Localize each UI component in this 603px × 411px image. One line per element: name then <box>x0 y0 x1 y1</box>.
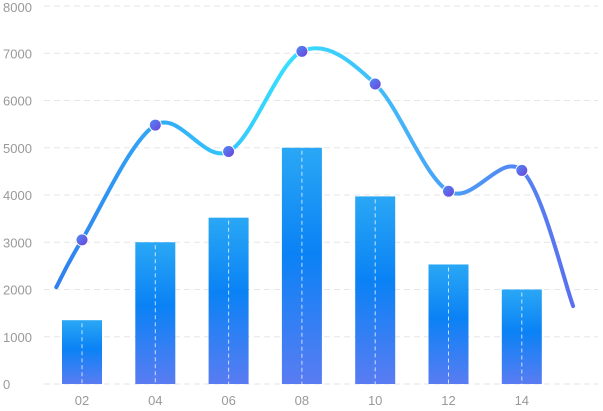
y-tick-label: 5000 <box>3 141 32 156</box>
x-tick-label: 06 <box>221 393 235 406</box>
line-point <box>148 118 162 132</box>
line-point <box>368 77 382 91</box>
y-tick-label: 7000 <box>3 46 32 61</box>
x-tick-label: 08 <box>295 393 309 406</box>
bar-series <box>62 147 542 384</box>
x-tick-label: 12 <box>441 393 455 406</box>
y-tick-label: 1000 <box>3 330 32 345</box>
line-point <box>515 163 529 177</box>
line-point <box>442 184 455 198</box>
y-tick-label: 8000 <box>3 0 32 15</box>
y-tick-label: 6000 <box>3 94 32 109</box>
y-axis: 0 1000 2000 3000 4000 5000 6000 7000 8000 <box>3 0 32 392</box>
x-tick-label: 02 <box>75 393 89 406</box>
line-series <box>54 44 576 309</box>
y-tick-label: 2000 <box>3 283 32 298</box>
line-point <box>295 44 309 58</box>
y-tick-label: 4000 <box>3 188 32 203</box>
x-tick-label: 10 <box>368 393 382 406</box>
y-tick-label: 0 <box>3 377 10 392</box>
x-tick-label: 14 <box>515 393 529 406</box>
line-point <box>222 145 236 159</box>
x-axis: 02 04 06 08 10 12 14 <box>75 393 529 408</box>
y-tick-label: 3000 <box>3 235 32 250</box>
bar <box>135 242 176 384</box>
x-tick-label: 04 <box>148 393 162 406</box>
line-point <box>75 233 89 247</box>
